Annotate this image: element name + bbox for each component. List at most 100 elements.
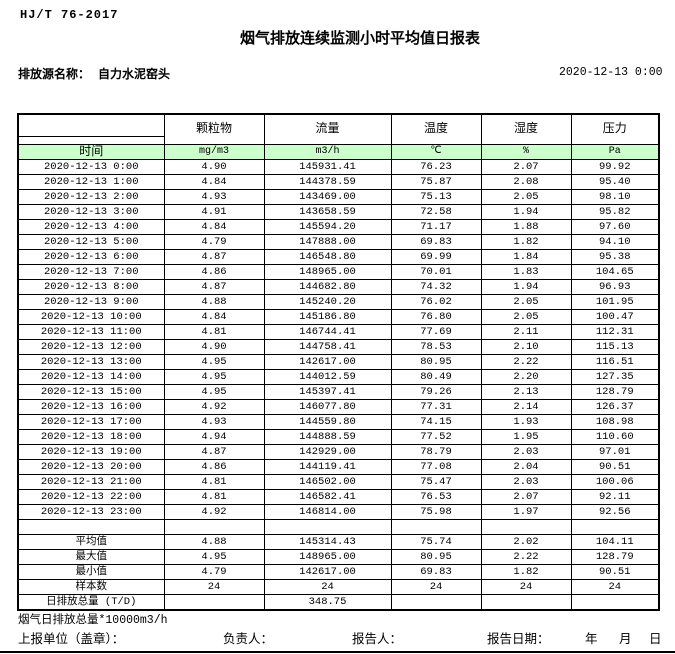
value-cell: 78.79	[390, 443, 482, 460]
value-cell	[390, 593, 482, 610]
row-label-cell: 2020-12-13 1:00	[17, 173, 165, 190]
summary-row: 日排放总量 (T/D) 348.75	[17, 593, 660, 610]
hour-data-row: 2020-12-13 7:00 4.86 148965.00 70.01 1.83 104…	[17, 263, 660, 280]
hour-data-row: 2020-12-13 16:00 4.92 146077.80 77.31 2.14 12…	[17, 398, 660, 415]
summary-row: 平均值 4.88 145314.43 75.74 2.02 104.11	[17, 533, 660, 550]
value-cell: 4.90	[163, 158, 265, 175]
value-cell: 108.98	[570, 413, 660, 430]
value-cell: 4.86	[163, 458, 265, 475]
value-cell: 128.79	[570, 548, 660, 565]
value-cell: 96.93	[570, 278, 660, 295]
value-cell: 144559.80	[263, 413, 392, 430]
standard-code: HJ/T 76-2017	[20, 8, 119, 22]
value-cell: 97.01	[570, 443, 660, 460]
value-cell: 144758.41	[263, 338, 392, 355]
bottom-divider	[0, 651, 675, 653]
reporting-unit-label: 上报单位（盖章）：	[18, 633, 125, 647]
value-cell: 4.87	[163, 443, 265, 460]
value-cell: 76.02	[390, 293, 482, 310]
value-cell: 142929.00	[263, 443, 392, 460]
value-cell: 24	[390, 578, 482, 595]
value-cell: 110.60	[570, 428, 660, 445]
row-label-cell: 2020-12-13 23:00	[17, 503, 165, 520]
value-cell: 69.99	[390, 248, 482, 265]
hour-data-row: 2020-12-13 8:00 4.87 144682.80 74.32 1.94 96.…	[17, 278, 660, 295]
units-header-row: 时间 mg/m3 m3/h ℃ % Pa	[17, 143, 660, 160]
row-label-cell: 2020-12-13 2:00	[17, 188, 165, 205]
value-cell: 148965.00	[263, 263, 392, 280]
value-cell: 76.53	[390, 488, 482, 505]
value-cell: 90.51	[570, 563, 660, 580]
hour-data-row: 2020-12-13 5:00 4.79 147888.00 69.83 1.82 94.…	[17, 233, 660, 250]
value-cell: 143658.59	[263, 203, 392, 220]
value-cell: 128.79	[570, 383, 660, 400]
value-cell: 4.95	[163, 353, 265, 370]
value-cell: 94.10	[570, 233, 660, 250]
unit-pressure: Pa	[570, 143, 660, 160]
row-label-cell: 2020-12-13 6:00	[17, 248, 165, 265]
value-cell: 4.81	[163, 473, 265, 490]
value-cell: 76.80	[390, 308, 482, 325]
hour-data-row: 2020-12-13 15:00 4.95 145397.41 79.26 2.13 12…	[17, 383, 660, 400]
value-cell: 101.95	[570, 293, 660, 310]
value-cell: 4.81	[163, 323, 265, 340]
value-cell: 90.51	[570, 458, 660, 475]
value-cell: 72.58	[390, 203, 482, 220]
value-cell: 148965.00	[263, 548, 392, 565]
value-cell: 2.07	[480, 488, 572, 505]
value-cell: 4.79	[163, 563, 265, 580]
row-label-cell: 2020-12-13 12:00	[17, 338, 165, 355]
value-cell: 77.52	[390, 428, 482, 445]
hour-data-row: 2020-12-13 4:00 4.84 145594.20 71.17 1.88 97.…	[17, 218, 660, 235]
value-cell: 4.95	[163, 368, 265, 385]
row-label-cell: 2020-12-13 18:00	[17, 428, 165, 445]
value-cell: 145314.43	[263, 533, 392, 550]
value-cell: 77.31	[390, 398, 482, 415]
value-cell	[570, 593, 660, 610]
value-cell: 4.92	[163, 398, 265, 415]
value-cell: 146077.80	[263, 398, 392, 415]
value-cell: 76.23	[390, 158, 482, 175]
time-header-blank-cell	[17, 113, 165, 145]
value-cell: 95.38	[570, 248, 660, 265]
value-cell: 74.15	[390, 413, 482, 430]
value-cell: 145240.20	[263, 293, 392, 310]
value-cell: 2.22	[480, 548, 572, 565]
row-label-cell: 2020-12-13 15:00	[17, 383, 165, 400]
responsible-person-label: 负责人：	[223, 633, 274, 647]
row-label-cell: 2020-12-13 22:00	[17, 488, 165, 505]
value-cell: 2.20	[480, 368, 572, 385]
value-cell: 104.11	[570, 533, 660, 550]
reporter-label: 报告人：	[352, 633, 403, 647]
value-cell: 95.82	[570, 203, 660, 220]
row-label-cell: 2020-12-13 5:00	[17, 233, 165, 250]
value-cell: 1.82	[480, 563, 572, 580]
value-cell: 2.10	[480, 338, 572, 355]
value-cell: 24	[570, 578, 660, 595]
pollutant-header-row: 颗粒物 流量 温度 湿度 压力	[17, 113, 660, 145]
row-label-cell: 2020-12-13 11:00	[17, 323, 165, 340]
value-cell	[163, 518, 265, 535]
value-cell: 145931.41	[263, 158, 392, 175]
value-cell: 104.65	[570, 263, 660, 280]
row-label-cell: 2020-12-13 10:00	[17, 308, 165, 325]
row-label-cell: 样本数	[17, 578, 165, 595]
hour-data-row: 2020-12-13 11:00 4.81 146744.41 77.69 2.11 11…	[17, 323, 660, 340]
value-cell: 4.88	[163, 533, 265, 550]
hour-data-row: 2020-12-13 0:00 4.90 145931.41 76.23 2.07 99.…	[17, 158, 660, 175]
unit-particulate: mg/m3	[163, 143, 265, 160]
table-body: 2020-12-13 0:00 4.90 145931.41 76.23 2.07 99.…	[17, 158, 660, 610]
spacer-row	[17, 518, 660, 535]
value-cell: 144888.59	[263, 428, 392, 445]
value-cell: 75.87	[390, 173, 482, 190]
value-cell: 80.95	[390, 353, 482, 370]
report-date-label: 报告日期：	[487, 633, 550, 647]
value-cell: 146548.80	[263, 248, 392, 265]
emission-source-name: 自力水泥窑头	[98, 68, 171, 82]
value-cell: 147888.00	[263, 233, 392, 250]
value-cell: 24	[480, 578, 572, 595]
hour-data-row: 2020-12-13 12:00 4.90 144758.41 78.53 2.10 11…	[17, 338, 660, 355]
value-cell: 146814.00	[263, 503, 392, 520]
value-cell: 1.94	[480, 203, 572, 220]
row-label-cell: 2020-12-13 17:00	[17, 413, 165, 430]
